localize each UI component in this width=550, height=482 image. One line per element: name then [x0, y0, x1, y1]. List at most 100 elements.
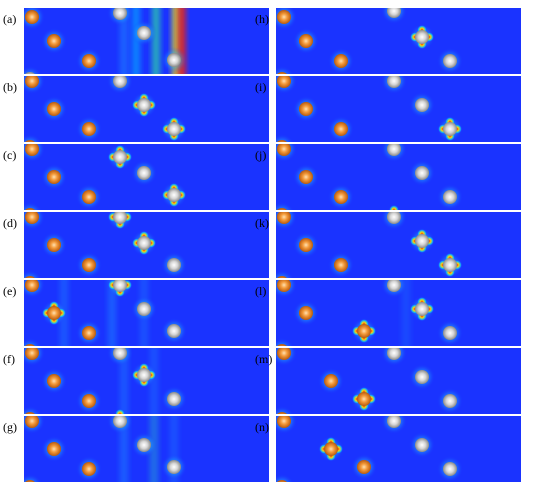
orange-atom — [25, 412, 35, 414]
bonding-lobe — [389, 205, 399, 210]
gray-atom — [113, 280, 127, 292]
panel-label-m: (m) — [255, 352, 273, 366]
density-map-e — [24, 280, 269, 346]
orange-atom — [47, 442, 61, 456]
gray-atom — [443, 394, 457, 408]
gray-atom — [387, 76, 401, 88]
gray-atom — [443, 326, 457, 340]
density-streak — [178, 8, 186, 74]
density-halo — [276, 134, 294, 142]
density-panel-a — [24, 8, 269, 74]
density-panel-b — [24, 76, 269, 142]
orange-atom — [299, 170, 313, 184]
density-map-l — [276, 280, 521, 346]
orange-atom — [324, 374, 338, 388]
orange-atom — [25, 208, 35, 210]
orange-atom — [47, 238, 61, 252]
orange-atom — [357, 460, 371, 474]
panel-label-b: (b) — [3, 80, 17, 94]
orange-atom — [334, 258, 348, 272]
density-panel-e — [24, 280, 269, 346]
orange-atom — [25, 348, 39, 360]
orange-atom — [82, 462, 96, 476]
density-halo — [24, 134, 42, 142]
gray-atom — [415, 302, 429, 316]
gray-atom — [415, 438, 429, 452]
orange-atom — [82, 258, 96, 272]
density-map-c — [24, 144, 269, 210]
panel-label-d: (d) — [3, 216, 17, 230]
orange-atom — [82, 122, 96, 136]
density-halo — [276, 338, 294, 346]
orange-atom — [334, 54, 348, 68]
density-map-g — [24, 416, 269, 482]
orange-atom — [277, 280, 291, 292]
orange-atom — [47, 102, 61, 116]
orange-atom — [25, 212, 39, 224]
orange-atom — [25, 144, 39, 156]
density-panel-n — [276, 416, 521, 482]
density-halo — [24, 474, 42, 482]
panel-label-l: (l) — [255, 284, 267, 298]
orange-atom — [277, 276, 287, 278]
density-halo — [276, 202, 294, 210]
density-halo — [24, 66, 42, 74]
density-panel-c — [24, 144, 269, 210]
gray-atom — [443, 54, 457, 68]
orange-atom — [299, 238, 313, 252]
orange-atom — [25, 140, 35, 142]
gray-atom — [137, 166, 151, 180]
density-panel-g — [24, 416, 269, 482]
gray-atom — [113, 8, 127, 20]
density-map-d — [24, 212, 269, 278]
gray-atom — [113, 212, 127, 224]
orange-atom — [47, 306, 61, 320]
panel-label-a: (a) — [3, 12, 17, 26]
orange-atom — [324, 442, 338, 456]
panel-label-k: (k) — [255, 216, 269, 230]
orange-atom — [82, 326, 96, 340]
gray-atom — [443, 190, 457, 204]
panel-label-f: (f) — [3, 352, 15, 366]
density-halo — [24, 270, 42, 278]
density-streak — [402, 280, 410, 346]
panel-label-h: (h) — [255, 12, 269, 26]
orange-atom — [82, 54, 96, 68]
orange-atom — [25, 344, 35, 346]
gray-atom — [137, 26, 151, 40]
orange-atom — [334, 122, 348, 136]
gray-atom — [167, 324, 181, 338]
gray-atom — [167, 460, 181, 474]
density-map-a — [24, 8, 269, 74]
density-map-h — [276, 8, 521, 74]
orange-atom — [277, 208, 287, 210]
orange-atom — [47, 374, 61, 388]
gray-atom — [387, 8, 401, 18]
orange-atom — [277, 140, 287, 142]
gray-atom — [387, 280, 401, 292]
panel-label-g: (g) — [3, 420, 17, 434]
orange-atom — [357, 324, 371, 338]
gray-atom — [137, 302, 151, 316]
gray-atom — [387, 212, 401, 224]
density-panel-i — [276, 76, 521, 142]
gray-atom — [443, 462, 457, 476]
density-halo — [24, 406, 42, 414]
gray-atom — [167, 122, 181, 136]
panel-label-n: (n) — [255, 420, 269, 434]
gray-atom — [137, 236, 151, 250]
gray-atom — [387, 144, 401, 156]
gray-atom — [167, 53, 181, 67]
density-panel-k — [276, 212, 521, 278]
gray-atom — [415, 166, 429, 180]
orange-atom — [277, 416, 291, 428]
gray-atom — [415, 370, 429, 384]
bonding-lobe — [115, 409, 125, 414]
gray-atom — [137, 98, 151, 112]
gray-atom — [113, 348, 127, 360]
orange-atom — [277, 212, 291, 224]
density-halo — [276, 66, 294, 74]
density-panel-l — [276, 280, 521, 346]
orange-atom — [277, 412, 287, 414]
orange-atom — [47, 34, 61, 48]
